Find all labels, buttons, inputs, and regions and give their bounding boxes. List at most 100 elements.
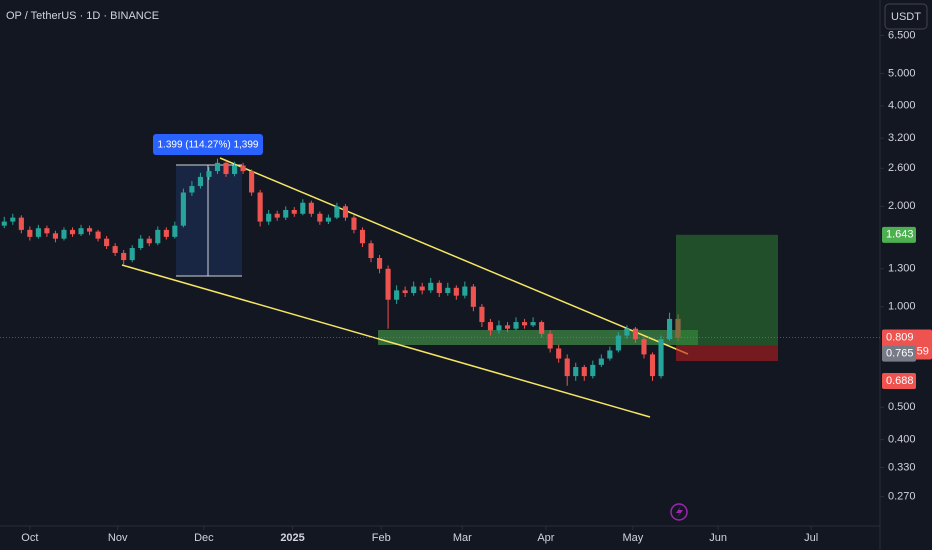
candle-body — [411, 286, 417, 293]
y-tick-label: 6.500 — [888, 29, 916, 41]
candle-body — [334, 206, 340, 218]
candle-body — [522, 322, 528, 326]
trendline — [219, 157, 689, 355]
y-tick-label: 0.270 — [888, 491, 916, 503]
y-tick-label: 0.400 — [888, 434, 916, 446]
candle-body — [257, 192, 263, 222]
entry-price: 0.765 — [886, 348, 914, 360]
candle-body — [607, 350, 613, 359]
candle-body — [240, 165, 246, 172]
candle-body — [547, 333, 553, 349]
y-tick-label: 2.000 — [888, 200, 916, 212]
candle-body — [1, 221, 7, 226]
candle-body — [78, 228, 84, 235]
candle-body — [590, 364, 596, 377]
candle-body — [581, 367, 587, 377]
candle-body — [624, 328, 630, 336]
candle-body — [632, 328, 638, 340]
candle-body — [52, 233, 58, 239]
y-tick-label: 0.500 — [888, 401, 916, 413]
candle-body — [249, 171, 255, 193]
candle-body — [206, 171, 212, 177]
candle-body — [487, 322, 493, 331]
candle-body — [155, 229, 161, 244]
candle-body — [10, 217, 16, 222]
candle-body — [462, 286, 468, 296]
y-tick-label: 3.200 — [888, 132, 916, 144]
candle-body — [69, 229, 76, 235]
last-price: 0.809 — [886, 331, 914, 343]
candle-body — [300, 202, 306, 214]
candle-body — [445, 287, 451, 293]
entry-price-bg — [882, 345, 916, 362]
candle-body — [598, 358, 604, 365]
candle-body — [104, 238, 110, 247]
candle-body — [129, 248, 135, 261]
candle-body — [377, 258, 383, 269]
candle-body — [428, 282, 434, 291]
position-loss — [676, 345, 778, 362]
candle-body — [291, 209, 297, 214]
candle-body — [402, 290, 408, 293]
x-tick-label: Mar — [453, 532, 472, 544]
measure-label-bg — [153, 134, 263, 155]
candle-body — [197, 176, 203, 187]
candle-body — [556, 348, 562, 359]
currency-button[interactable] — [884, 3, 928, 30]
candle-body — [615, 335, 621, 351]
candle-body — [479, 306, 485, 323]
event-bolt — [676, 506, 683, 518]
y-tick-label: 4.000 — [888, 100, 916, 112]
candle-body — [44, 228, 50, 234]
position-profit — [676, 234, 778, 346]
candle-body — [641, 339, 647, 355]
candle-body — [172, 225, 178, 237]
y-tick-label: 2.600 — [888, 162, 916, 174]
candle-body — [35, 228, 41, 237]
candle-body — [27, 229, 33, 237]
x-tick-label: Apr — [537, 532, 554, 544]
candle-body — [138, 238, 144, 249]
candle-body — [394, 290, 400, 300]
candle-body — [18, 217, 24, 230]
x-tick-label: Jun — [709, 532, 727, 544]
candle-body — [359, 229, 366, 244]
candle-body — [351, 217, 357, 230]
x-tick-label: Nov — [108, 532, 128, 544]
y-tick-label: 5.000 — [888, 67, 916, 79]
candle-body — [530, 322, 536, 326]
candle-body — [667, 318, 673, 340]
x-tick-label: Dec — [194, 532, 214, 544]
x-tick-label: Feb — [372, 532, 391, 544]
x-tick-label: Jul — [804, 532, 818, 544]
candle-body — [121, 252, 127, 261]
candle-body — [419, 286, 425, 291]
stop-price: 0.688 — [886, 375, 914, 387]
candle-body — [325, 217, 331, 222]
candle-body — [368, 243, 374, 259]
currency-label[interactable]: USDT — [891, 11, 921, 23]
trendline — [121, 264, 651, 418]
event-icon[interactable] — [670, 503, 688, 521]
y-tick-label: 1.300 — [888, 263, 916, 275]
candle-body — [513, 322, 519, 329]
target-price-bg — [882, 226, 916, 243]
measure-label: 1.399 (114.27%) 1,399 — [157, 140, 258, 151]
candle-body — [274, 213, 280, 218]
candle-body — [385, 268, 391, 300]
candle-body — [564, 358, 570, 377]
measure-box — [176, 165, 242, 276]
overlay: OP / TetherUS · 1D · BINANCE 1.399 (114.… — [0, 3, 932, 521]
chart-title: OP / TetherUS · 1D · BINANCE — [6, 10, 159, 22]
y-tick-label: 1.000 — [888, 301, 916, 313]
candle-body — [342, 206, 348, 218]
candle-body — [61, 229, 67, 239]
candle-body — [453, 287, 459, 296]
candle-body — [496, 325, 502, 331]
candle-body — [232, 165, 238, 174]
y-tick-label: 0.330 — [888, 461, 916, 473]
